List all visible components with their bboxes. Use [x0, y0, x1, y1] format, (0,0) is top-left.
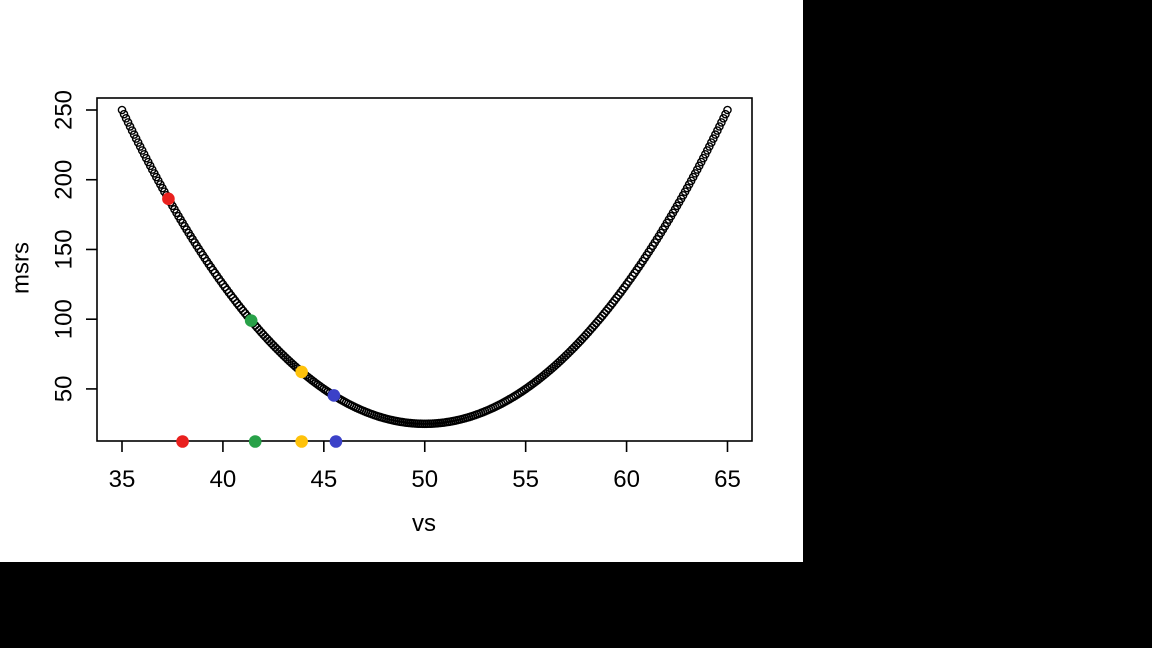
curve-point — [271, 343, 280, 352]
plot-canvas: 35 40 45 50 55 60 65 50 100 150 200 250 vs msrs — [0, 0, 803, 562]
rug-point-gold — [295, 435, 308, 448]
y-axis-title: msrs — [7, 242, 34, 294]
x-tick-label: 40 — [210, 466, 237, 493]
highlight-point-red — [162, 192, 175, 206]
plot-box — [96, 97, 753, 442]
scatter-plot: 35 40 45 50 55 60 65 50 100 150 200 250 vs msrs — [7, 90, 753, 537]
curve-point — [569, 343, 579, 352]
curve-point — [119, 109, 129, 119]
x-tick-label: 65 — [714, 466, 741, 493]
curve-point — [721, 109, 730, 119]
rug-point-green — [248, 435, 262, 448]
curve-point — [723, 105, 732, 115]
rug-point-blue — [329, 435, 343, 448]
curve-point — [125, 122, 135, 131]
curve-point — [715, 122, 724, 131]
highlight-point-blue — [327, 389, 341, 402]
curve-point — [713, 126, 722, 135]
highlight-point-green — [244, 314, 258, 327]
curve-point — [127, 126, 137, 135]
curve-point — [709, 134, 718, 143]
y-tick-label: 50 — [50, 376, 77, 403]
curve-point — [232, 298, 242, 308]
rug-point-red — [176, 435, 189, 448]
x-axis-title: vs — [412, 510, 436, 537]
y-tick-label: 150 — [50, 229, 77, 269]
curve-point — [123, 118, 133, 127]
curve-point — [719, 114, 728, 123]
curve-point — [129, 130, 139, 139]
curve-point — [604, 303, 613, 313]
curve-point — [717, 118, 726, 127]
x-tick-label: 50 — [411, 466, 438, 493]
x-tick-label: 60 — [613, 466, 640, 493]
curve-point — [121, 114, 131, 123]
x-tick-label: 55 — [512, 466, 539, 493]
x-tick-label: 45 — [310, 466, 337, 493]
curve-point — [117, 105, 127, 115]
x-tick-label: 35 — [109, 466, 136, 493]
y-tick-label: 100 — [50, 299, 77, 339]
y-tick-label: 250 — [50, 90, 77, 130]
curve-point — [606, 301, 615, 311]
y-tick-label: 200 — [50, 160, 77, 200]
curve-point — [711, 130, 720, 139]
highlight-point-gold — [295, 365, 308, 379]
